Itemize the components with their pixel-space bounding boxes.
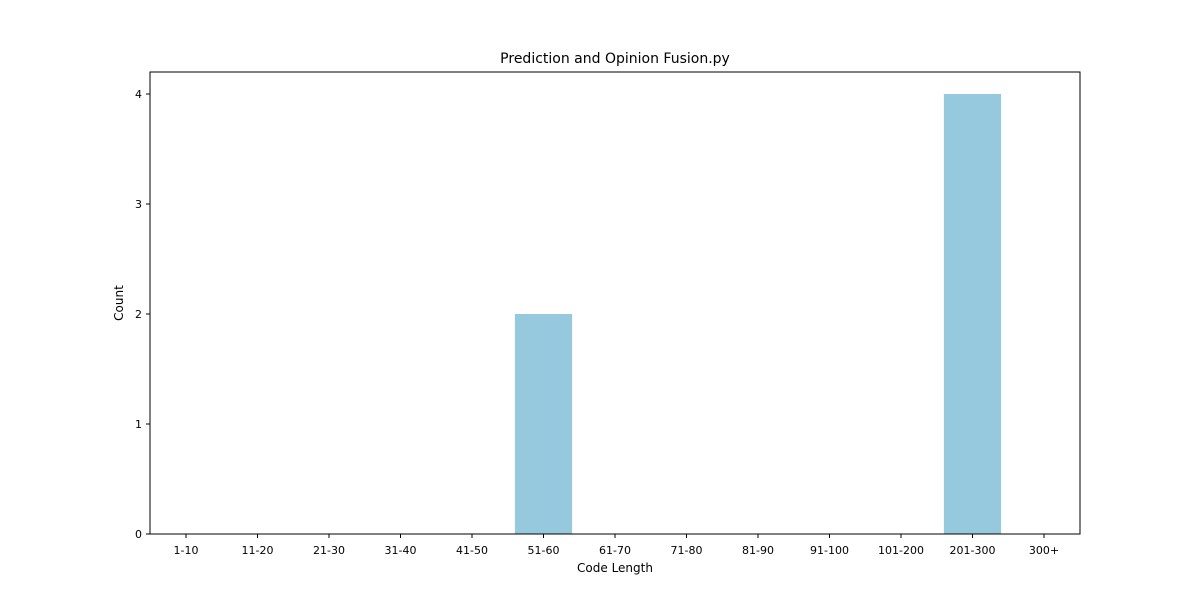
y-axis: 0 1 2 3 4 — [135, 88, 150, 541]
x-axis: 1-10 11-20 21-30 31-40 41-50 51-60 61-70 71-80 8… — [174, 534, 1059, 557]
x-tick-label: 101-200 — [878, 544, 924, 557]
x-tick-label: 41-50 — [456, 544, 488, 557]
x-tick-label: 201-300 — [950, 544, 996, 557]
bar-201-300 — [943, 94, 1002, 534]
bar-51-60 — [514, 314, 573, 534]
x-tick-label: 11-20 — [242, 544, 274, 557]
chart-title: Prediction and Opinion Fusion.py — [500, 51, 730, 67]
x-tick-label: 1-10 — [174, 544, 199, 557]
y-tick-label: 0 — [135, 528, 142, 541]
y-tick-label: 1 — [135, 418, 142, 431]
x-tick-label: 81-90 — [742, 544, 774, 557]
x-tick-label: 31-40 — [385, 544, 417, 557]
y-tick-label: 4 — [135, 88, 142, 101]
x-tick-label: 300+ — [1029, 544, 1059, 557]
x-tick-label: 71-80 — [671, 544, 703, 557]
y-tick-label: 3 — [135, 198, 142, 211]
y-tick-label: 2 — [135, 308, 142, 321]
y-axis-label: Count — [112, 285, 126, 321]
bars-group — [514, 94, 1002, 534]
x-tick-label: 21-30 — [313, 544, 345, 557]
x-tick-label: 61-70 — [599, 544, 631, 557]
x-axis-label: Code Length — [577, 561, 653, 575]
plot-frame — [149, 71, 1081, 535]
x-tick-label: 91-100 — [810, 544, 849, 557]
x-tick-label: 51-60 — [528, 544, 560, 557]
